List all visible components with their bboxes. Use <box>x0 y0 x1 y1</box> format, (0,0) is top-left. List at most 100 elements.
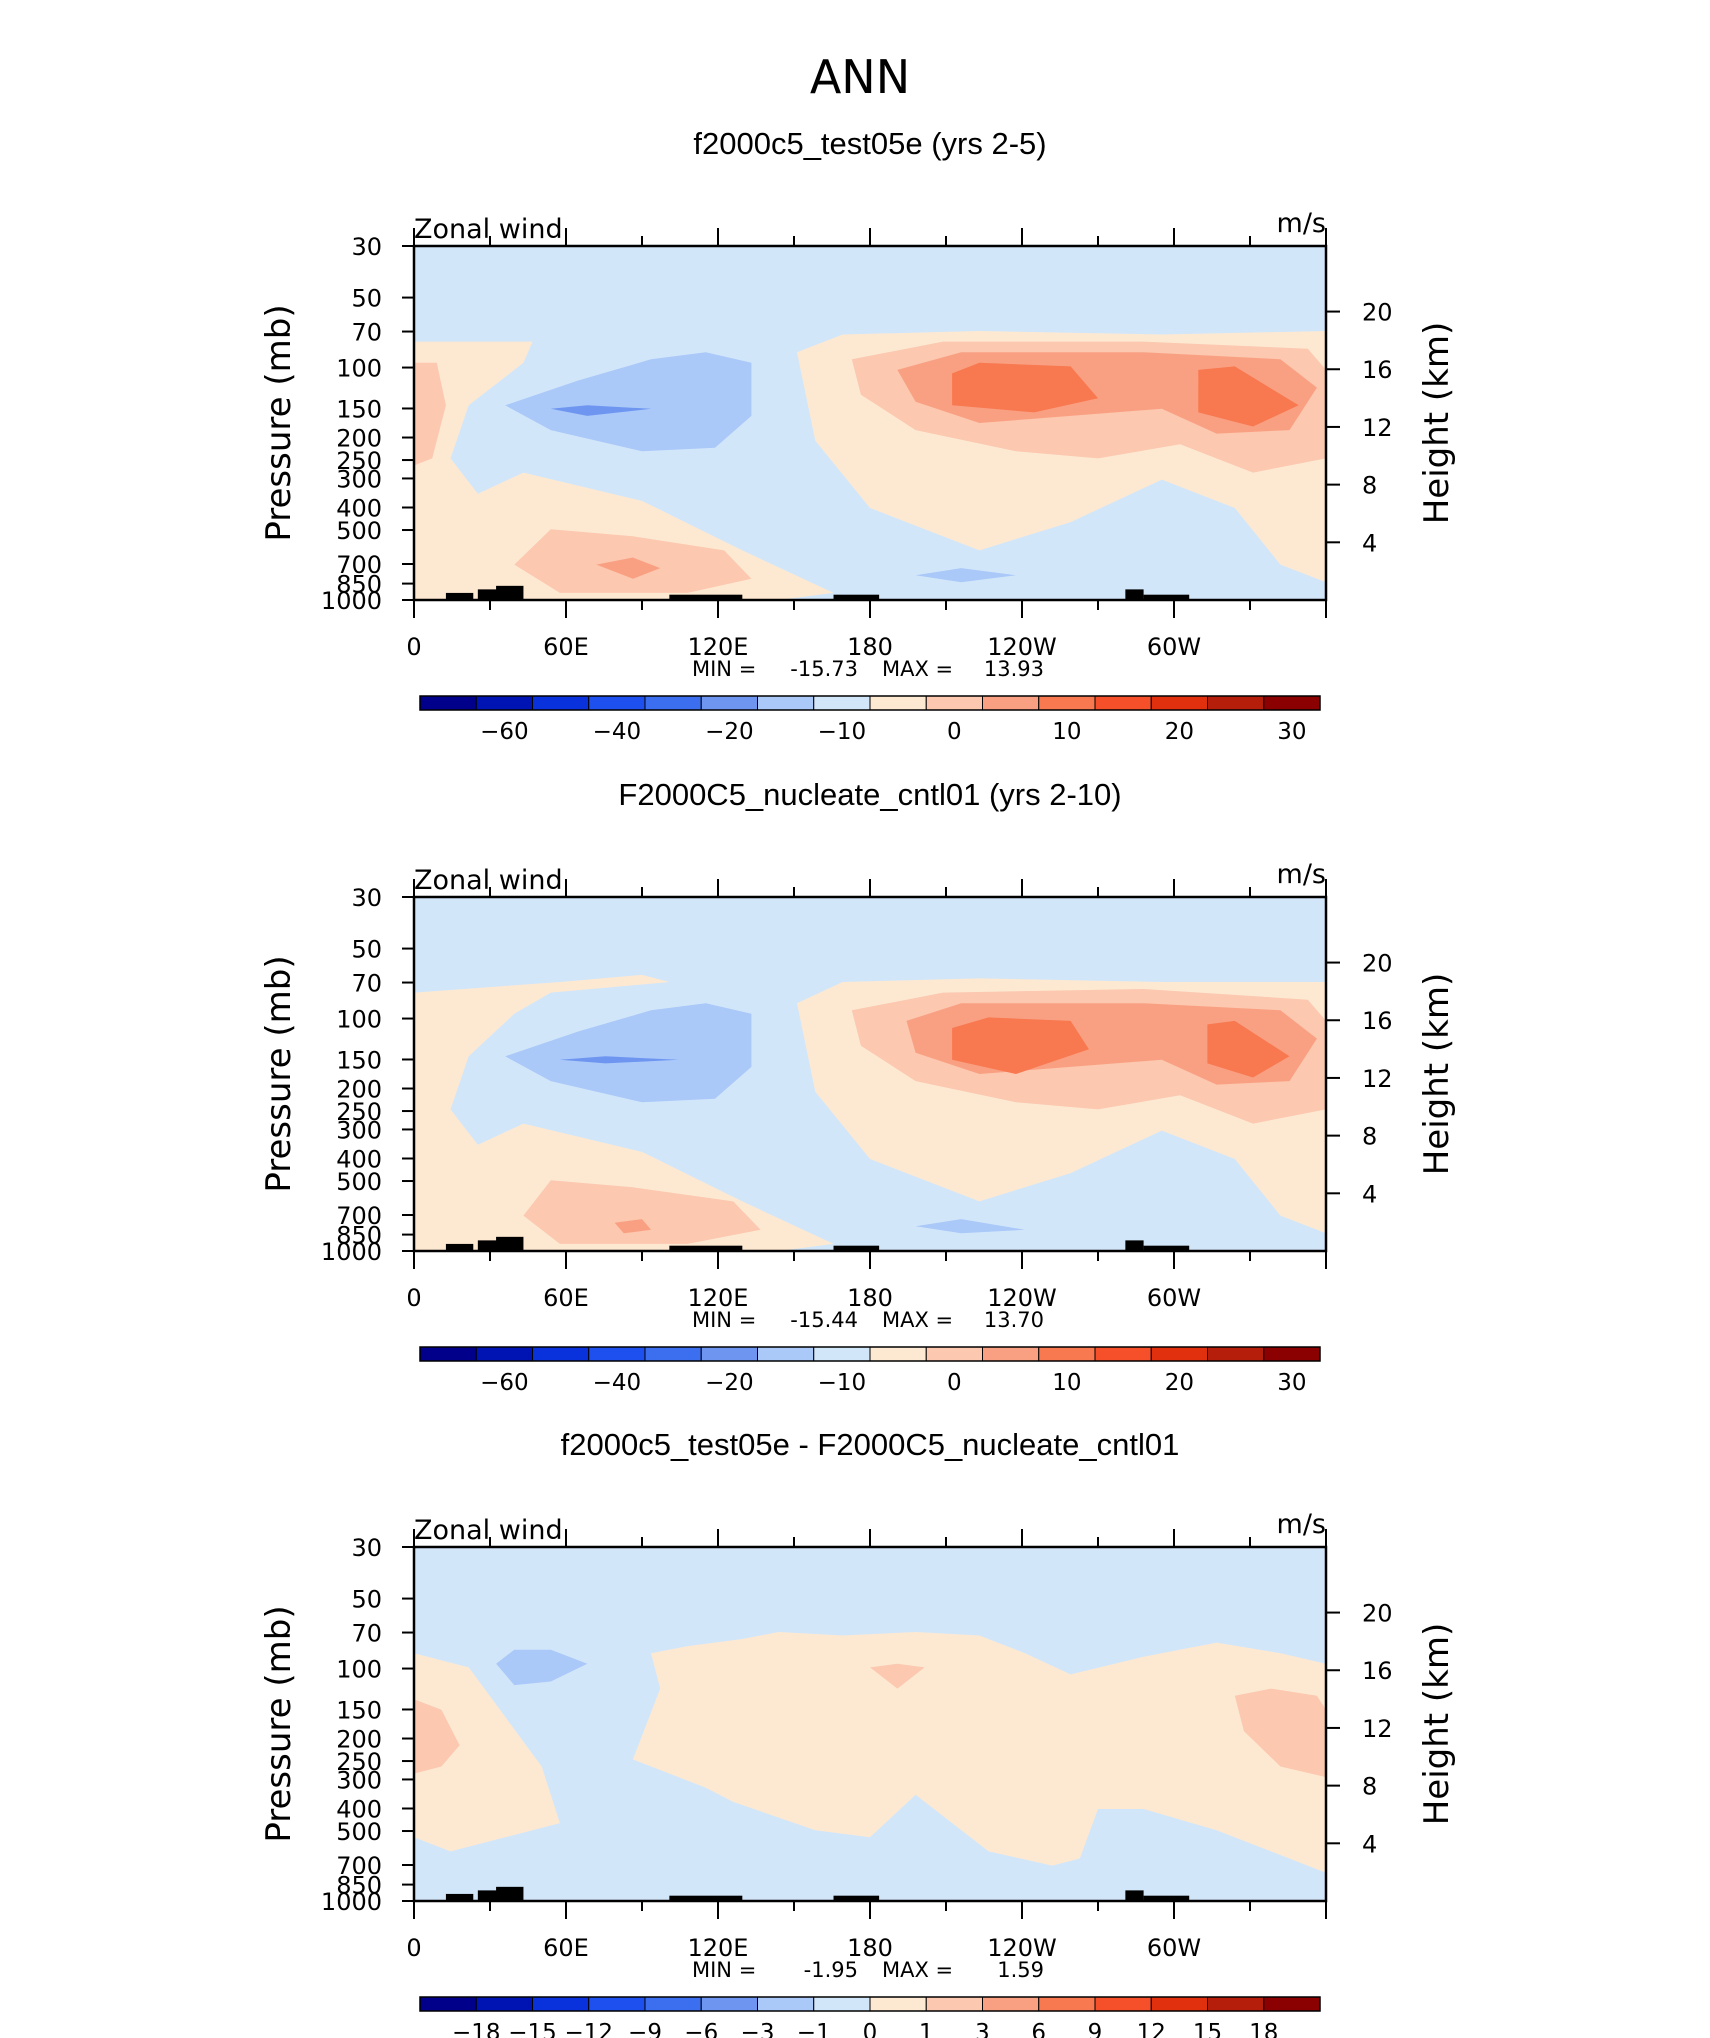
colorbar-frame <box>419 1346 1321 1362</box>
y-tick-label: 70 <box>351 1620 382 1648</box>
contour-field <box>414 331 1326 600</box>
x-tick-label: 60E <box>543 633 589 661</box>
topography <box>445 1243 474 1251</box>
x-tick-label: 120W <box>987 1284 1057 1312</box>
y-tick-label: 30 <box>351 884 382 912</box>
y-axis-label: Pressure (mb) <box>259 1605 299 1842</box>
colorbar-segment <box>644 1996 702 2012</box>
x-tick-label: 0 <box>406 1934 421 1962</box>
height-tick-label: 4 <box>1362 1180 1377 1208</box>
y-tick-label: 70 <box>351 970 382 998</box>
x-tick-label: 180 <box>847 1934 893 1962</box>
topography <box>1125 589 1144 600</box>
topography <box>1143 1895 1190 1901</box>
min-value: -1.95 <box>804 1958 858 1982</box>
colorbar-segment <box>419 1346 477 1362</box>
colorbar-label: 10 <box>1052 719 1081 745</box>
colorbar-segment <box>475 695 533 711</box>
colorbar-label: 30 <box>1277 719 1306 745</box>
contour-field <box>414 974 1326 1251</box>
contour-region <box>1198 366 1299 427</box>
contour-region <box>523 1180 761 1244</box>
contour-region <box>496 1649 588 1686</box>
y-tick-label: 70 <box>351 319 382 347</box>
colorbar-label: −15 <box>508 2020 557 2038</box>
colorbar-frame <box>419 1996 1321 2012</box>
topography <box>496 1236 524 1251</box>
colorbar-label: −1 <box>797 2020 831 2038</box>
colorbar-label: 9 <box>1088 2020 1103 2038</box>
colorbar-label: 0 <box>947 1370 962 1396</box>
y-tick-label: 300 <box>336 1766 382 1794</box>
min-label: MIN = <box>692 1308 756 1332</box>
colorbar-segment <box>925 695 983 711</box>
chart-panel: F2000C5_nucleate_cntl01 (yrs 2-10) Zonal … <box>259 777 1457 1396</box>
x-tick-label: 60W <box>1147 633 1201 661</box>
y-tick-label: 250 <box>336 1098 382 1126</box>
colorbar-segment <box>1094 1346 1152 1362</box>
y-tick-label: 700 <box>336 1852 382 1880</box>
y-tick-label: 300 <box>336 1116 382 1144</box>
contour-region <box>550 405 652 416</box>
contour-region <box>632 1632 1326 1873</box>
contour-region <box>614 1219 652 1234</box>
y-tick-label: 700 <box>336 551 382 579</box>
y-tick-label: 300 <box>336 465 382 493</box>
colorbar-label: −3 <box>741 2020 775 2038</box>
colorbar-segment <box>588 1996 646 2012</box>
y-tick-label: 850 <box>336 1872 382 1900</box>
colorbar-segment <box>813 695 871 711</box>
x-tick-label: 60W <box>1147 1284 1201 1312</box>
topography <box>1125 1240 1144 1251</box>
colorbar-label: 0 <box>863 2020 878 2038</box>
max-label: MAX = <box>882 657 953 681</box>
height-tick-label: 4 <box>1362 1830 1377 1858</box>
colorbar-label: −12 <box>564 2020 613 2038</box>
chart-panel: f2000c5_test05e - F2000C5_nucleate_cntl0… <box>259 1427 1457 2038</box>
max-value: 13.70 <box>984 1308 1044 1332</box>
colorbar-label: −40 <box>593 1370 642 1396</box>
y-tick-label: 50 <box>351 936 382 964</box>
y-tick-label: 250 <box>336 1748 382 1776</box>
height-tick-label: 20 <box>1362 950 1393 978</box>
colorbar-segment <box>1263 1996 1321 2012</box>
min-value: -15.44 <box>790 1308 858 1332</box>
colorbar-segment <box>982 1996 1040 2012</box>
colorbar-segment <box>700 1346 758 1362</box>
y-tick-label: 850 <box>336 571 382 599</box>
y-tick-label: 50 <box>351 1586 382 1614</box>
min-label: MIN = <box>692 1958 756 1982</box>
contour-region <box>505 352 752 452</box>
colorbar-label: −40 <box>593 719 642 745</box>
y-tick-label: 30 <box>351 1534 382 1562</box>
variable-label: Zonal wind <box>414 214 563 245</box>
y-tick-label: 1000 <box>321 1888 382 1916</box>
topography <box>669 594 743 600</box>
height-tick-label: 16 <box>1362 356 1393 384</box>
contour-region <box>414 362 446 466</box>
x-tick-label: 60W <box>1147 1934 1201 1962</box>
topography <box>1143 594 1190 600</box>
colorbar-segment <box>813 1346 871 1362</box>
contour-region <box>414 1699 460 1774</box>
y-tick-label: 1000 <box>321 1238 382 1266</box>
colorbar-label: −10 <box>818 719 867 745</box>
colorbar-segment <box>757 695 815 711</box>
y-tick-label: 200 <box>336 1726 382 1754</box>
colorbar-label: 30 <box>1277 1370 1306 1396</box>
y-tick-label: 100 <box>336 355 382 383</box>
height-tick-label: 8 <box>1362 1773 1377 1801</box>
colorbar-segment <box>644 1346 702 1362</box>
x-tick-label: 120E <box>688 1284 749 1312</box>
units-label: m/s <box>1277 208 1326 239</box>
colorbar-segment <box>419 695 477 711</box>
colorbar-label: 20 <box>1165 1370 1194 1396</box>
topography <box>833 1895 880 1901</box>
colorbar-segment <box>1263 695 1321 711</box>
max-label: MAX = <box>882 1958 953 1982</box>
height-tick-label: 20 <box>1362 299 1393 327</box>
panel-title: f2000c5_test05e - F2000C5_nucleate_cntl0… <box>561 1427 1180 1462</box>
topography <box>477 1890 506 1901</box>
y-tick-label: 150 <box>336 395 382 423</box>
colorbar-segment <box>925 1346 983 1362</box>
